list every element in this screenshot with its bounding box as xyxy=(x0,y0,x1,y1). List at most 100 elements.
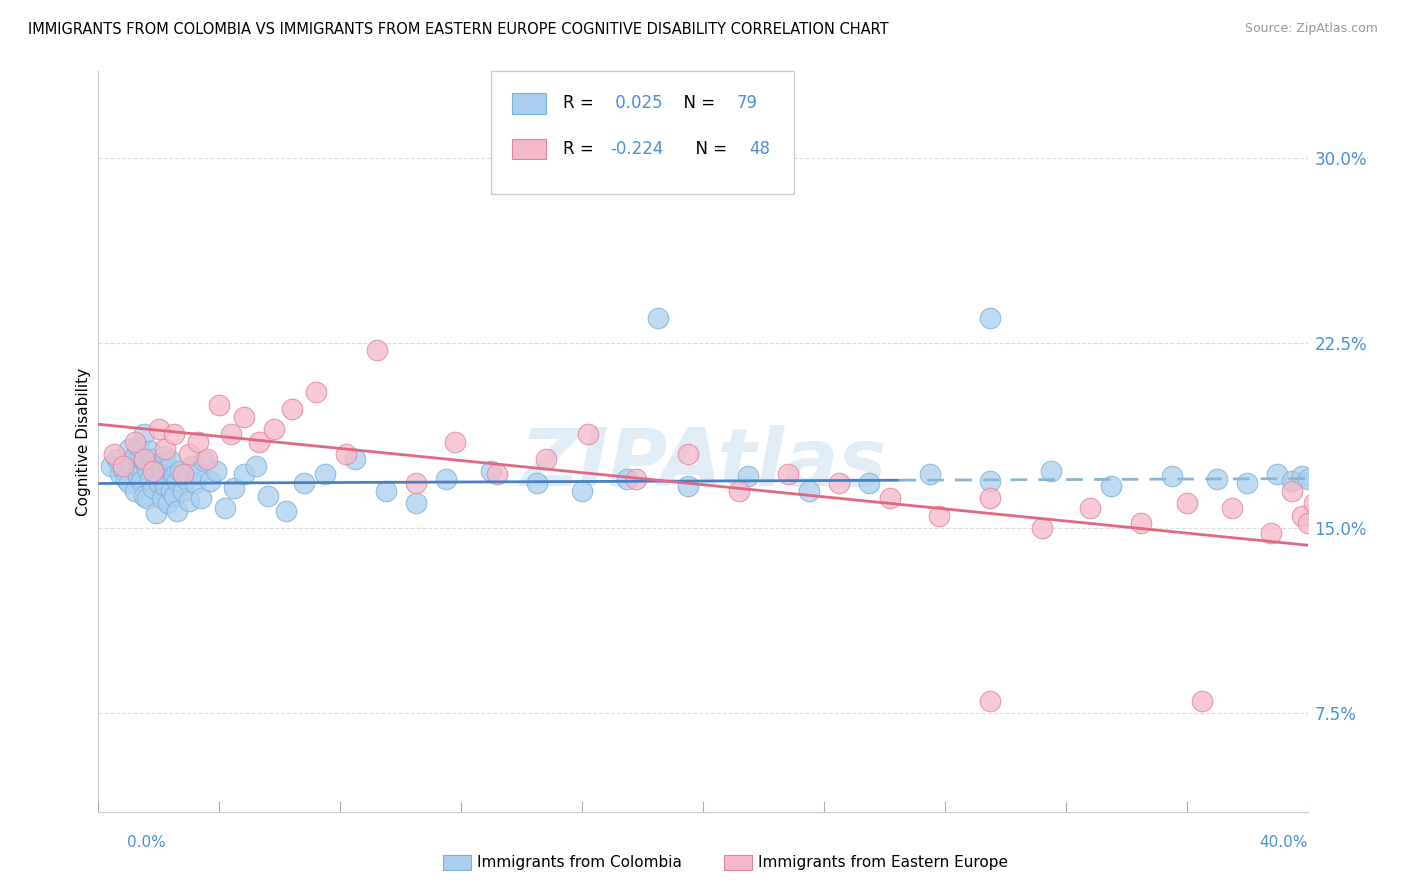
Point xyxy=(481,464,503,478)
Point xyxy=(1296,516,1319,530)
Point xyxy=(150,464,173,478)
Point xyxy=(1031,521,1053,535)
Point xyxy=(918,467,941,481)
Point xyxy=(1078,501,1101,516)
Point xyxy=(1206,472,1229,486)
Point xyxy=(163,469,186,483)
Point xyxy=(1260,525,1282,540)
Point xyxy=(1175,496,1198,510)
Point xyxy=(148,422,170,436)
Text: Source: ZipAtlas.com: Source: ZipAtlas.com xyxy=(1244,22,1378,36)
Point xyxy=(103,447,125,461)
Point xyxy=(737,469,759,483)
Point xyxy=(1236,476,1258,491)
Point xyxy=(728,483,751,498)
Point xyxy=(979,311,1001,326)
Point xyxy=(153,450,176,464)
Point xyxy=(118,442,141,456)
Point xyxy=(366,343,388,358)
Point xyxy=(142,451,165,466)
Point xyxy=(118,476,141,491)
Y-axis label: Cognitive Disability: Cognitive Disability xyxy=(76,368,91,516)
Point xyxy=(169,464,191,478)
FancyBboxPatch shape xyxy=(492,71,793,194)
Text: ZIPAtlas: ZIPAtlas xyxy=(520,425,886,503)
Point xyxy=(166,474,188,488)
Point xyxy=(179,493,201,508)
Text: Immigrants from Eastern Europe: Immigrants from Eastern Europe xyxy=(758,855,1008,870)
Point xyxy=(979,474,1001,488)
Text: 0.0%: 0.0% xyxy=(127,836,166,850)
Point xyxy=(187,467,209,481)
Point xyxy=(576,427,599,442)
Point xyxy=(145,506,167,520)
Text: N =: N = xyxy=(673,95,720,112)
Point xyxy=(314,467,336,481)
Point xyxy=(108,467,131,481)
Point xyxy=(124,434,146,449)
Point xyxy=(160,454,183,468)
Point xyxy=(486,467,509,481)
Point xyxy=(148,457,170,471)
Point xyxy=(405,476,427,491)
Point xyxy=(114,472,136,486)
Point xyxy=(135,461,157,475)
Point xyxy=(1281,483,1303,498)
Point xyxy=(979,491,1001,506)
Point xyxy=(616,472,638,486)
Bar xyxy=(512,93,546,113)
Point xyxy=(153,479,176,493)
Point xyxy=(879,491,901,506)
Point xyxy=(111,461,134,475)
Point xyxy=(928,508,950,523)
Point xyxy=(160,483,183,498)
Bar xyxy=(512,139,546,160)
Point xyxy=(232,467,254,481)
Point xyxy=(221,427,243,442)
Point xyxy=(132,489,155,503)
Point xyxy=(139,472,162,486)
Point xyxy=(1220,501,1243,516)
Point xyxy=(1191,694,1213,708)
Point xyxy=(1291,508,1313,523)
Point xyxy=(163,427,186,442)
Point xyxy=(1099,479,1122,493)
Point xyxy=(274,503,297,517)
Point xyxy=(444,434,467,449)
Point xyxy=(245,459,267,474)
Point xyxy=(214,501,236,516)
Point xyxy=(247,434,270,449)
Point xyxy=(344,451,367,466)
Point xyxy=(156,461,179,475)
Point xyxy=(127,469,149,483)
Point xyxy=(405,496,427,510)
Point xyxy=(156,496,179,510)
Point xyxy=(1130,516,1153,530)
Point xyxy=(1267,467,1289,481)
Point xyxy=(797,483,820,498)
Point xyxy=(1296,472,1319,486)
Point xyxy=(374,483,396,498)
Text: 79: 79 xyxy=(737,95,758,112)
Point xyxy=(190,491,212,506)
Point xyxy=(195,451,218,466)
Text: 48: 48 xyxy=(749,140,770,158)
Point xyxy=(179,447,201,461)
Point xyxy=(142,464,165,478)
Point xyxy=(1320,508,1343,523)
Point xyxy=(676,447,699,461)
Point xyxy=(335,447,357,461)
Point xyxy=(132,427,155,442)
Point xyxy=(676,479,699,493)
Point xyxy=(153,442,176,456)
Point xyxy=(1281,474,1303,488)
Point xyxy=(124,483,146,498)
Point xyxy=(187,434,209,449)
Text: N =: N = xyxy=(685,140,733,158)
Point xyxy=(1160,469,1182,483)
Point xyxy=(121,457,143,471)
Point xyxy=(174,472,197,486)
Point xyxy=(184,476,207,491)
Point xyxy=(193,454,215,468)
Point xyxy=(281,402,304,417)
